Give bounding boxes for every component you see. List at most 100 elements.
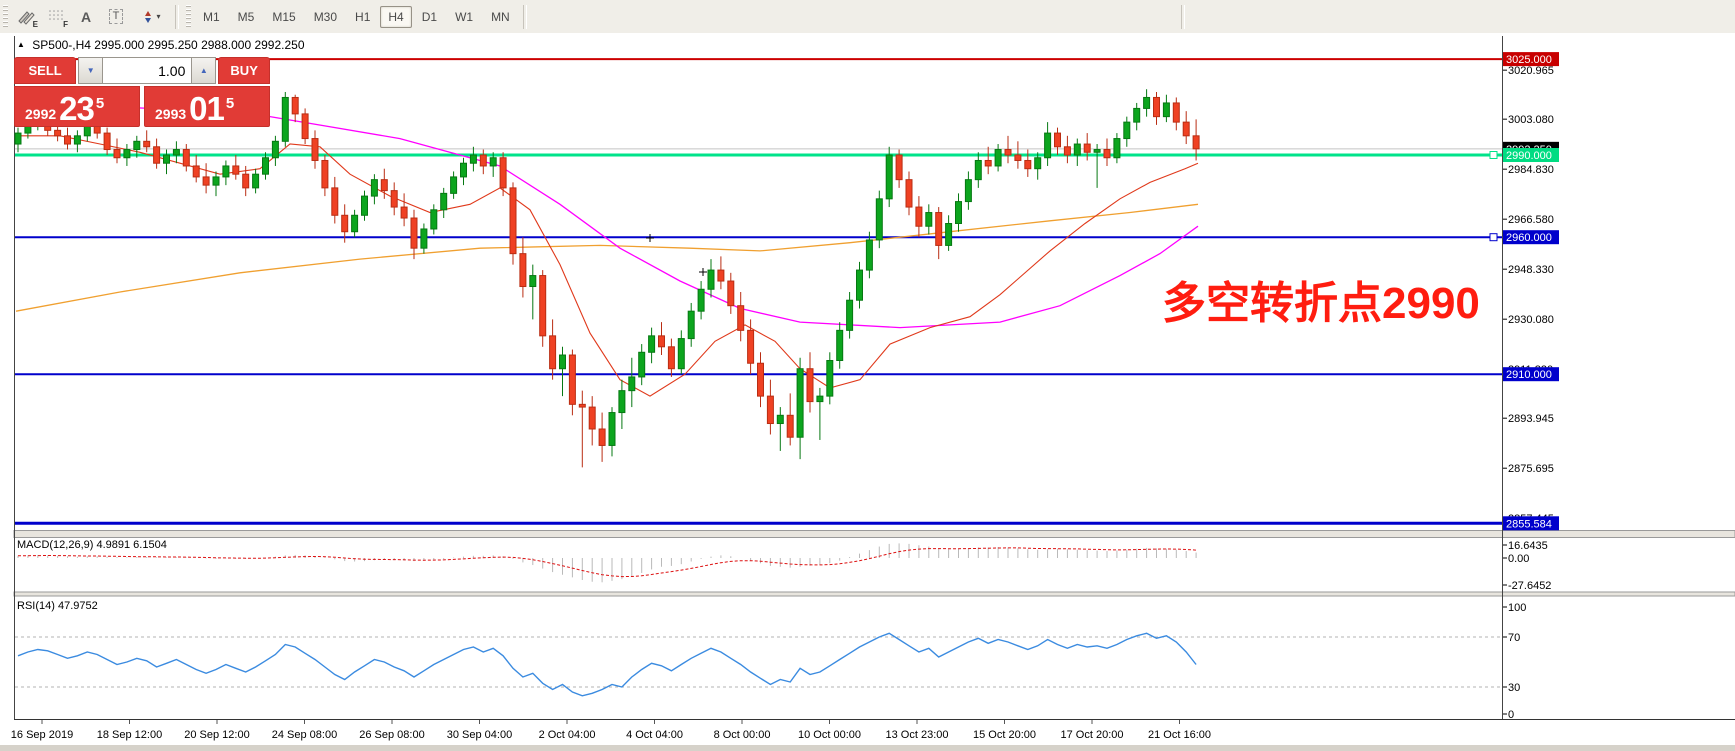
candle-body: [153, 146, 161, 164]
candle-body: [489, 157, 497, 167]
collapse-triangle-icon[interactable]: ▲: [17, 40, 25, 49]
candle-body: [390, 190, 398, 208]
candle-body: [1162, 102, 1170, 118]
candle-body: [1143, 96, 1151, 109]
price-tick-label: 3020.965: [1508, 65, 1554, 77]
candle-body: [1153, 96, 1160, 118]
macd-axis-label: 16.6435: [1508, 540, 1548, 552]
hline-handle[interactable]: [1489, 151, 1498, 159]
chinese-annotation-text[interactable]: 多空转折点2990: [1162, 279, 1480, 328]
hline-handle[interactable]: [1489, 233, 1498, 242]
tf-button-M5[interactable]: M5: [237, 9, 255, 24]
candle-body: [559, 354, 566, 370]
price-badge-label: 2990.000: [1506, 150, 1552, 162]
candle-body: [925, 212, 933, 227]
macd-axis-label: 0.00: [1508, 553, 1529, 565]
arrow-objects-icon[interactable]: ▾: [133, 5, 169, 29]
toolbar-grip[interactable]: [3, 4, 8, 29]
buy-price-small: 2993: [155, 106, 187, 122]
candle-body: [252, 173, 260, 189]
candle-body: [618, 390, 626, 414]
tf-button-MN[interactable]: MN: [491, 9, 510, 24]
tf-button-W1[interactable]: W1: [455, 9, 474, 24]
candle-body: [262, 157, 269, 175]
candle-body: [826, 360, 834, 397]
candle-body: [519, 253, 527, 288]
candle-body: [776, 414, 784, 425]
candle-body: [1073, 143, 1081, 156]
candle-body: [479, 154, 487, 167]
price-tick-label: 2893.945: [1508, 413, 1554, 425]
candle-body: [588, 406, 596, 430]
candle-body: [370, 179, 378, 197]
tf-button-M30[interactable]: M30: [313, 9, 338, 24]
grid-icon[interactable]: F: [43, 5, 69, 29]
cross-marker: [646, 234, 654, 242]
candle-body: [757, 362, 764, 397]
candle-body: [945, 223, 953, 246]
candle-body: [846, 299, 854, 331]
price-tick-label: 2930.080: [1508, 314, 1554, 326]
volume-value: 1.00: [158, 62, 186, 79]
price-tick-label: 3003.080: [1508, 114, 1554, 126]
sell-button[interactable]: SELL: [14, 57, 77, 84]
tf-button-M15[interactable]: M15: [272, 9, 296, 24]
price-tick-label: 2966.580: [1508, 214, 1554, 226]
rsi-axis-label: 0: [1508, 709, 1514, 721]
volume-decrease-button[interactable]: ▼: [78, 57, 104, 84]
tf-button-M1[interactable]: M1: [203, 9, 220, 24]
crayon-draw-icon[interactable]: E: [13, 5, 39, 29]
candle-body: [796, 368, 804, 438]
candle-body: [410, 217, 418, 249]
price-tick-label: 2948.330: [1508, 264, 1554, 276]
candle-body: [638, 351, 646, 378]
candle-body: [529, 275, 537, 288]
tf-button-D1[interactable]: D1: [421, 9, 438, 24]
text-label-icon[interactable]: A: [73, 5, 99, 29]
candle-body: [568, 354, 576, 405]
crayon-glyph: [18, 10, 35, 25]
candle-body: [450, 176, 458, 194]
candle-body: [172, 149, 180, 156]
candle-body: [1093, 149, 1101, 153]
candle-body: [727, 280, 735, 307]
candle-body: [1083, 143, 1091, 153]
date-label: 21 Oct 16:00: [1148, 729, 1211, 741]
text-object-icon[interactable]: T: [103, 5, 129, 29]
price-badge-2910.000: [1503, 367, 1559, 382]
timeframe-grip[interactable]: [186, 4, 191, 29]
volume-increase-button[interactable]: ▲: [191, 57, 217, 84]
candle-body: [1123, 121, 1131, 140]
price-badge-label: 2910.000: [1506, 369, 1552, 381]
candle-body: [747, 329, 755, 364]
macd-signal-line: [17, 547, 1197, 578]
date-label: 18 Sep 12:00: [97, 729, 162, 741]
candle-body: [667, 346, 675, 370]
candle-body: [786, 414, 794, 438]
candle-body: [321, 159, 329, 189]
toolbar-separator-2: [522, 4, 527, 29]
candle-body: [905, 179, 913, 208]
chart-canvas[interactable]: 3020.965 3003.080 2984.830 2966.580 2948.330…: [0, 33, 1735, 751]
candle-body: [400, 206, 408, 219]
volume-input[interactable]: 1.00: [103, 57, 192, 84]
rsi-line: [17, 632, 1197, 697]
tf-button-H1[interactable]: H1: [355, 9, 371, 24]
sell-price-sup: 5: [95, 95, 105, 112]
date-label: 4 Oct 04:00: [626, 729, 683, 741]
chart-symbol-header[interactable]: ▲ SP500-,H4 2995.000 2995.250 2988.000 2…: [17, 38, 305, 52]
candle-body: [123, 149, 131, 159]
candle-body: [212, 176, 220, 186]
sell-price-display[interactable]: 2992 23 5: [14, 86, 140, 127]
candle-body: [469, 154, 477, 164]
candle-body: [202, 176, 210, 186]
buy-price-display[interactable]: 2993 01 5: [144, 86, 270, 127]
candle-body: [440, 192, 448, 211]
price-badge-label: 2960.000: [1506, 232, 1552, 244]
candle-body: [1113, 138, 1121, 159]
candle-body: [1063, 146, 1071, 156]
buy-button[interactable]: BUY: [218, 57, 270, 84]
date-label: 10 Oct 00:00: [798, 729, 861, 741]
candle-body: [1024, 159, 1032, 170]
tf-button-H4[interactable]: H4: [380, 5, 412, 28]
